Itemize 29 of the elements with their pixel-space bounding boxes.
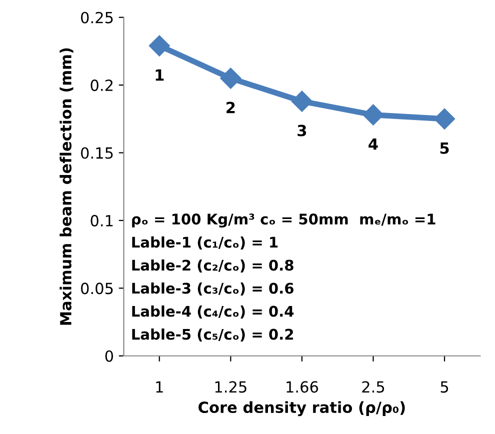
x-tick-label: 1.25 [215, 381, 246, 393]
annotation: Lable-4 (c₄/cₒ) = 0.4 [132, 305, 294, 318]
x-tick-label: 1 [156, 381, 163, 392]
annotation: 5 [440, 142, 449, 154]
x-tick-label: 5 [440, 381, 448, 393]
y-tick-label: 0.1 [90, 214, 113, 226]
x-tick-label: 1.66 [286, 381, 318, 393]
point [362, 104, 384, 126]
point [291, 90, 312, 112]
y-tick-label: 0.05 [81, 282, 113, 294]
y-tick-label: 0 [105, 350, 114, 362]
annotation: Lable-3 (c₃/cₒ) = 0.6 [132, 282, 294, 296]
annotation: 2 [226, 102, 235, 114]
annotation: 4 [368, 138, 378, 150]
y-axis-title: Maximum beam deflection (mm) [60, 48, 74, 325]
annotation: 1 [156, 69, 164, 81]
annotation: Lable-2 (c₂/cₒ) = 0.8 [132, 259, 294, 272]
point [220, 68, 242, 89]
y-tick-label: 0.2 [90, 80, 112, 92]
annotation: 3 [298, 124, 306, 136]
annotation: Lable-5 (c₅/cₒ) = 0.2 [132, 328, 294, 342]
point [148, 35, 170, 56]
annotation: ρₒ = 100 Kg/m³ cₒ = 50mm mₑ/mₒ =1 [132, 214, 436, 228]
y-tick-label: 0.25 [81, 12, 113, 24]
x-axis-title: Core density ratio (ρ/ρ₀) [198, 401, 405, 416]
point [434, 108, 456, 130]
x-tick-label: 2.5 [362, 381, 384, 393]
y-tick-label: 0.15 [81, 147, 113, 159]
annotation: Lable-1 (c₁/cₒ) = 1 [132, 236, 278, 250]
